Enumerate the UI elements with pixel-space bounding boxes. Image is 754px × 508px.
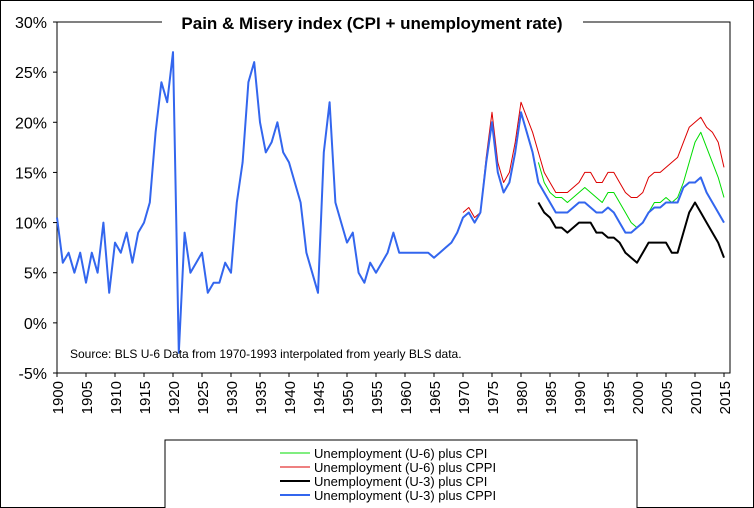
legend-label: Unemployment (U-6) plus CPI — [314, 446, 487, 461]
x-tick-label: 2010 — [688, 381, 705, 414]
x-tick-label: 1945 — [311, 381, 328, 414]
x-tick-label: 1910 — [108, 381, 125, 414]
legend-label: Unemployment (U-3) plus CPI — [314, 474, 487, 489]
y-tick-label: 20% — [15, 115, 47, 132]
x-tick-label: 1990 — [572, 381, 589, 414]
legend: Unemployment (U-6) plus CPIUnemployment … — [280, 446, 496, 503]
legend-box — [164, 439, 638, 508]
series-line — [56, 51, 725, 354]
x-tick-label: 1965 — [427, 381, 444, 414]
x-tick-label: 1995 — [601, 381, 618, 414]
x-tick-label: 1980 — [514, 381, 531, 414]
x-tick-label: 1930 — [224, 381, 241, 414]
x-tick-label: 1900 — [50, 381, 67, 414]
x-tick-label: 1940 — [282, 381, 299, 414]
x-tick-label: 1925 — [195, 381, 212, 414]
series-line — [462, 101, 725, 219]
x-tick-label: 1955 — [369, 381, 386, 414]
x-tick-label: 1935 — [253, 381, 270, 414]
x-tick-label: 1985 — [543, 381, 560, 414]
x-tick-label: 1960 — [398, 381, 415, 414]
series-line — [537, 131, 725, 229]
chart-title: Pain & Misery index (CPI + unemployment … — [181, 14, 562, 33]
x-tick-label: 1920 — [166, 381, 183, 414]
y-tick-label: 25% — [15, 65, 47, 82]
y-tick-label: 10% — [15, 216, 47, 233]
x-tick-label: 2015 — [717, 381, 734, 414]
plot-area — [56, 21, 731, 374]
series-line — [537, 201, 725, 264]
y-tick-label: -5% — [19, 366, 47, 383]
x-tick-label: 1915 — [137, 381, 154, 414]
annotation: Source: BLS U-6 Data from 1970-1993 inte… — [70, 347, 462, 361]
y-tick-label: 30% — [15, 15, 47, 32]
title-box — [162, 8, 583, 38]
x-tick-label: 2005 — [659, 381, 676, 414]
x-tick-label: 1975 — [485, 381, 502, 414]
y-tick-label: 0% — [24, 316, 47, 333]
x-tick-label: 1905 — [79, 381, 96, 414]
y-tick-label: 5% — [24, 266, 47, 283]
x-tick-label: 1950 — [340, 381, 357, 414]
x-tick-label: 2000 — [630, 381, 647, 414]
plot — [56, 51, 725, 354]
legend-label: Unemployment (U-3) plus CPPI — [314, 488, 496, 503]
x-tick-label: 1970 — [456, 381, 473, 414]
y-tick-label: 15% — [15, 165, 47, 182]
legend-label: Unemployment (U-6) plus CPPI — [314, 460, 496, 475]
